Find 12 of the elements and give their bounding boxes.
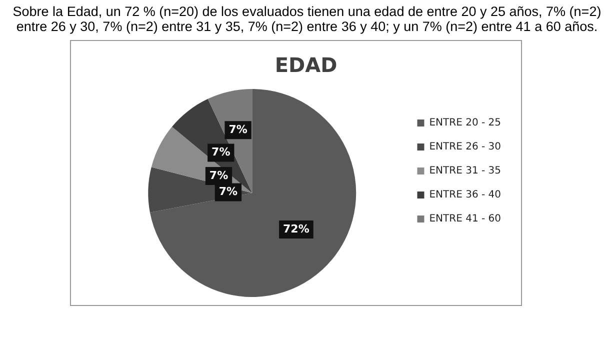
- data-label: 7%: [218, 185, 238, 198]
- legend-label: ENTRE 41 - 60: [429, 214, 502, 225]
- legend-label: ENTRE 26 - 30: [429, 142, 502, 153]
- data-label: 7%: [212, 146, 230, 159]
- data-label: 72%: [283, 222, 310, 236]
- chart-title: EDAD: [274, 53, 338, 78]
- legend-label: ENTRE 20 - 25: [429, 118, 502, 129]
- legend-label: ENTRE 31 - 35: [429, 166, 502, 177]
- data-label: 7%: [209, 168, 228, 182]
- data-label: 7%: [228, 122, 248, 136]
- text: Sobre la Edad, un 72 % (n=20) de los evaluados tienen una edad de entre 20 y 25 años, 7% (n=2) entre 26 y 30, 7% (n=2) entre 31 y 35, 7% (n=2) entre 36 y 40; y un 7% (n=2) entre 41 a 60 años.: [12, 4, 602, 34]
- legend-label: ENTRE 36 - 40: [429, 190, 502, 201]
